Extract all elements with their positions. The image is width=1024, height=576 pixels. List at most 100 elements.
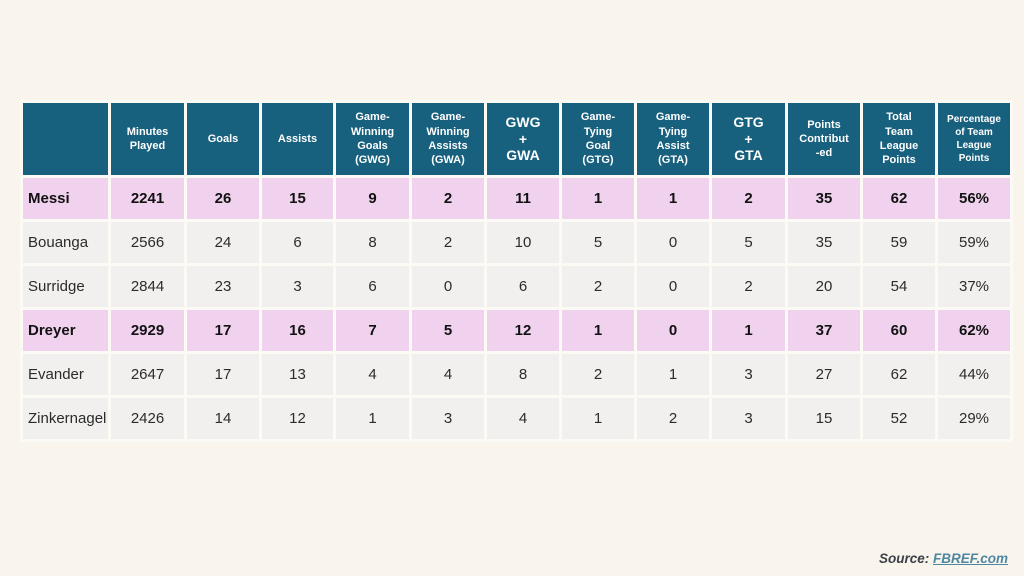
stat-cell: 8 [484,351,562,398]
stat-cell: 59 [860,219,938,266]
stat-cell: 2566 [108,219,187,266]
table-row-messi: Messi 2241 26 15 9 2 11 1 1 2 35 62 56% [20,175,1013,222]
col-header-assists: Assists [259,100,336,178]
stat-cell: 14 [184,395,262,442]
col-header-gwa: Game- Winning Assists (GWA) [409,100,487,178]
stat-cell: 9 [333,175,412,222]
col-header-gwg-plus-gwa: GWG + GWA [484,100,562,178]
stat-cell: 2 [709,175,788,222]
col-header-points-contributed: Points Contribut -ed [785,100,863,178]
stat-cell: 11 [484,175,562,222]
stat-cell: 26 [184,175,262,222]
stat-cell: 35 [785,175,863,222]
stat-cell: 1 [559,395,637,442]
stat-cell: 10 [484,219,562,266]
stat-cell: 0 [409,263,487,310]
stat-cell: 2844 [108,263,187,310]
stat-cell: 56% [935,175,1013,222]
header-row: Minutes Played Goals Assists Game- Winni… [20,100,1013,178]
col-header-minutes-played: Minutes Played [108,100,187,178]
col-header-player [20,100,111,178]
stat-cell: 1 [559,175,637,222]
stat-cell: 4 [409,351,487,398]
stat-cell: 0 [634,307,712,354]
stat-cell: 17 [184,307,262,354]
player-name-cell: Surridge [20,263,111,310]
stat-cell: 2929 [108,307,187,354]
stat-cell: 1 [634,351,712,398]
source-label: Source: [878,551,930,566]
stat-cell: 37% [935,263,1013,310]
stat-cell: 59% [935,219,1013,266]
stat-cell: 5 [559,219,637,266]
player-name-cell: Dreyer [20,307,111,354]
stat-cell: 7 [333,307,412,354]
stat-cell: 3 [259,263,336,310]
stat-cell: 23 [184,263,262,310]
col-header-pct-team-league-points: Percentage of Team League Points [935,100,1013,178]
stat-cell: 62% [935,307,1013,354]
player-name-cell: Evander [20,351,111,398]
stat-cell: 0 [634,219,712,266]
col-header-gtg-plus-gta: GTG + GTA [709,100,788,178]
stat-cell: 16 [259,307,336,354]
stat-cell: 4 [333,351,412,398]
stat-cell: 13 [259,351,336,398]
stat-cell: 5 [409,307,487,354]
stat-cell: 6 [484,263,562,310]
stat-cell: 2426 [108,395,187,442]
stat-cell: 62 [860,175,938,222]
stat-cell: 2241 [108,175,187,222]
stat-cell: 35 [785,219,863,266]
table-row-bouanga: Bouanga 2566 24 6 8 2 10 5 0 5 35 59 59% [20,219,1013,266]
stat-cell: 12 [484,307,562,354]
stat-cell: 2 [634,395,712,442]
table-row-evander: Evander 2647 17 13 4 4 8 2 1 3 27 62 44% [20,351,1013,398]
stat-cell: 1 [333,395,412,442]
stat-cell: 12 [259,395,336,442]
stat-cell: 52 [860,395,938,442]
stat-cell: 2 [709,263,788,310]
source-attribution: Source: FBREF.com [879,551,1008,566]
stat-cell: 1 [634,175,712,222]
table-row-surridge: Surridge 2844 23 3 6 0 6 2 0 2 20 54 37% [20,263,1013,310]
player-stats-table: Minutes Played Goals Assists Game- Winni… [20,100,1013,442]
stat-cell: 4 [484,395,562,442]
stat-cell: 37 [785,307,863,354]
col-header-total-team-league-points: Total Team League Points [860,100,938,178]
col-header-gtg: Game- Tying Goal (GTG) [559,100,637,178]
stat-cell: 3 [709,351,788,398]
player-name-cell: Messi [20,175,111,222]
table-row-zinkernagel: Zinkernagel 2426 14 12 1 3 4 1 2 3 15 52… [20,395,1013,442]
stat-cell: 3 [709,395,788,442]
stat-cell: 27 [785,351,863,398]
stat-cell: 8 [333,219,412,266]
col-header-gwg: Game- Winning Goals (GWG) [333,100,412,178]
stat-cell: 2 [559,263,637,310]
stat-cell: 24 [184,219,262,266]
player-name-cell: Bouanga [20,219,111,266]
source-link[interactable]: FBREF.com [932,551,1008,566]
stat-cell: 1 [709,307,788,354]
stat-cell: 15 [259,175,336,222]
stat-cell: 29% [935,395,1013,442]
stat-cell: 17 [184,351,262,398]
stat-cell: 5 [709,219,788,266]
stat-cell: 15 [785,395,863,442]
stat-cell: 2 [559,351,637,398]
stat-cell: 6 [333,263,412,310]
stat-cell: 2 [409,219,487,266]
stat-cell: 60 [860,307,938,354]
stat-cell: 1 [559,307,637,354]
stat-cell: 54 [860,263,938,310]
stat-cell: 6 [259,219,336,266]
stat-cell: 3 [409,395,487,442]
col-header-goals: Goals [184,100,262,178]
col-header-gta: Game- Tying Assist (GTA) [634,100,712,178]
player-name-cell: Zinkernagel [20,395,111,442]
stat-cell: 62 [860,351,938,398]
table-row-dreyer: Dreyer 2929 17 16 7 5 12 1 0 1 37 60 62% [20,307,1013,354]
stat-cell: 20 [785,263,863,310]
stat-cell: 2 [409,175,487,222]
stat-cell: 0 [634,263,712,310]
